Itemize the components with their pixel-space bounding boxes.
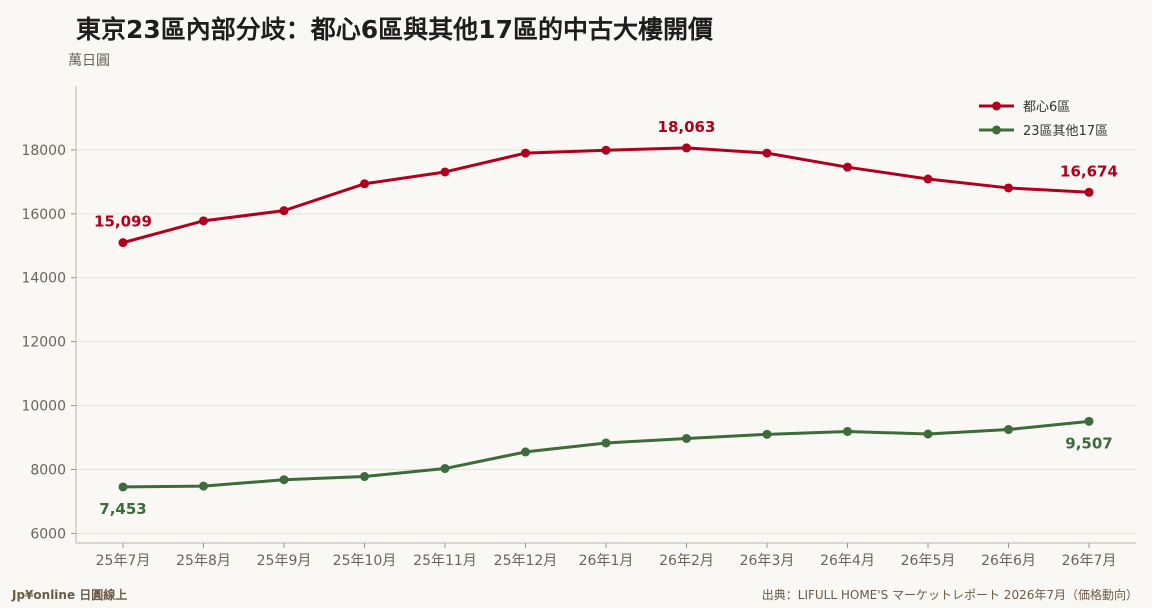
data-label: 7,453 [99,500,146,518]
data-point [1004,425,1013,435]
data-point [521,148,530,158]
x-tick-label: 26年5月 [901,553,956,569]
y-tick-label: 12000 [21,335,66,351]
legend: 都心6區 23區其他17區 [979,100,1108,139]
data-labels: 15,099 18,063 16,674 7,453 9,507 [94,118,1118,518]
data-point [1004,183,1013,193]
x-tick-label: 26年4月 [820,553,875,569]
x-tick-label: 26年1月 [579,553,634,569]
data-point [360,472,369,482]
data-point [360,179,369,189]
chart-title: 東京23區內部分歧：都心6區與其他17區的中古大樓開價 [76,15,713,44]
x-tick-label: 26年7月 [1062,553,1117,569]
series-points [118,143,1094,492]
source-footer: 出典：LIFULL HOME'S マーケットレポート 2026年7月（価格動向） [761,588,1138,602]
data-point [1084,416,1094,426]
data-point [682,433,691,443]
data-point [521,447,530,457]
legend-marker [992,125,1001,135]
data-point [601,438,611,448]
data-point [682,143,691,153]
data-point [279,206,289,216]
grid-lines [76,149,1136,534]
data-point [923,429,933,439]
y-tick-label: 18000 [21,143,66,159]
legend-label: 都心6區 [1023,100,1070,115]
data-point [762,429,772,439]
data-label: 18,063 [658,118,716,136]
data-point [279,475,289,485]
data-point [1084,187,1094,197]
data-point [923,174,933,184]
legend-label: 23區其他17區 [1023,124,1108,139]
data-point [118,238,128,248]
data-label: 16,674 [1060,162,1118,180]
series-line-0 [122,146,1090,245]
data-point [440,167,450,177]
series-lines [122,146,1090,489]
x-tick-labels: 25年7月 25年8月 25年9月 25年10月 25年11月 25年12月 26年1月 26… [96,553,1117,569]
y-tick-label: 6000 [30,526,66,542]
axes [71,86,1136,548]
x-tick-label: 26年3月 [740,553,795,569]
y-tick-label: 14000 [21,271,66,287]
legend-marker [992,101,1001,111]
data-point [118,482,128,492]
x-tick-label: 25年12月 [494,553,558,569]
y-tick-label: 8000 [30,462,66,478]
data-label: 9,507 [1065,434,1112,452]
data-point [762,148,772,158]
x-tick-label: 26年6月 [981,553,1036,569]
x-tick-label: 25年10月 [333,553,397,569]
x-tick-label: 25年9月 [257,553,312,569]
brand-footer: Jp¥online 日圓線上 [12,588,128,602]
x-tick-label: 25年11月 [413,553,477,569]
x-tick-label: 25年7月 [96,553,151,569]
y-tick-label: 10000 [21,399,66,415]
data-point [199,481,208,491]
data-point [601,145,611,155]
y-axis-unit-label: 萬日圓 [68,53,110,69]
data-point [199,216,208,226]
x-tick-label: 26年2月 [659,553,714,569]
data-point [440,464,450,474]
y-tick-labels: 6000 8000 10000 12000 14000 16000 18000 [21,143,66,542]
data-point [843,162,852,172]
series-line-1 [122,419,1090,489]
y-tick-label: 16000 [21,207,66,223]
data-label: 15,099 [94,213,152,231]
data-point [843,426,852,436]
x-tick-label: 25年8月 [176,553,231,569]
